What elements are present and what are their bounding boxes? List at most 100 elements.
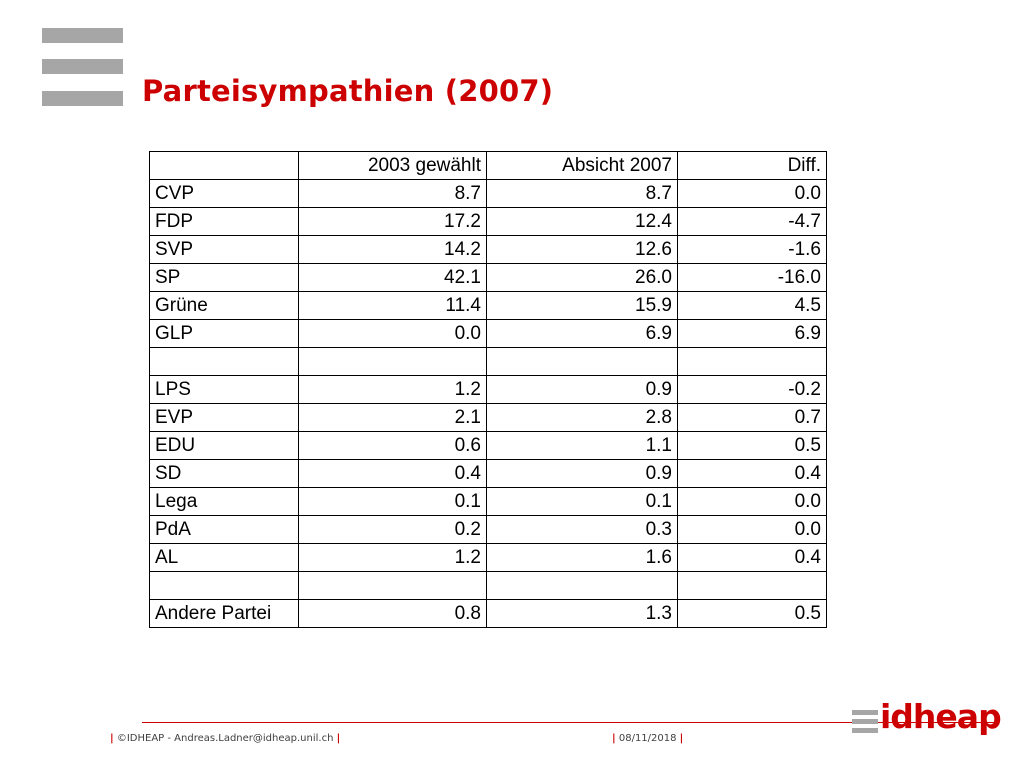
value-cell: 0.4 <box>677 543 827 572</box>
party-name-cell: Grüne <box>149 291 299 320</box>
table-body: 2003 gewählt Absicht 2007 Diff. CVP 8.7 8.7 0.… <box>149 151 827 628</box>
party-name-cell: SVP <box>149 235 299 264</box>
value-cell: 6.9 <box>677 319 827 348</box>
value-cell: 1.3 <box>486 599 678 628</box>
party-name-cell: GLP <box>149 319 299 348</box>
value-cell: -0.2 <box>677 375 827 404</box>
footer-copyright: | ©IDHEAP - Andreas.Ladner@idheap.unil.c… <box>110 733 340 744</box>
party-name-cell: LPS <box>149 375 299 404</box>
value-cell: 0.9 <box>486 375 678 404</box>
party-name-cell: PdA <box>149 515 299 544</box>
footer-pipe: | <box>110 733 114 744</box>
decor-bar <box>42 28 123 43</box>
table-header-cell <box>149 151 299 180</box>
decor-bar <box>42 59 123 74</box>
table-row: CVP 8.7 8.7 0.0 <box>149 179 827 208</box>
value-cell: 12.6 <box>486 235 678 264</box>
value-cell: 0.2 <box>298 515 487 544</box>
party-name-cell: Andere Partei <box>149 599 299 628</box>
value-cell: 0.4 <box>298 459 487 488</box>
party-name-cell: Lega <box>149 487 299 516</box>
table-row: EDU 0.6 1.1 0.5 <box>149 431 827 460</box>
table-row: AL 1.2 1.6 0.4 <box>149 543 827 572</box>
footer-divider <box>142 722 997 723</box>
footer-copyright-text: ©IDHEAP - Andreas.Ladner@idheap.unil.ch <box>116 733 334 744</box>
value-cell: 42.1 <box>298 263 487 292</box>
table-header-row: 2003 gewählt Absicht 2007 Diff. <box>149 151 827 180</box>
footer-pipe: | <box>336 733 341 744</box>
value-cell: 0.5 <box>677 599 827 628</box>
party-name-cell: EVP <box>149 403 299 432</box>
value-cell: -1.6 <box>677 235 827 264</box>
value-cell <box>298 347 487 376</box>
party-name-cell: AL <box>149 543 299 572</box>
logo-text: idheap <box>880 697 1002 736</box>
logo-lines-icon <box>852 710 878 734</box>
footer-date-text: 08/11/2018 <box>618 733 677 744</box>
value-cell: 8.7 <box>486 179 678 208</box>
value-cell: 2.1 <box>298 403 487 432</box>
table-header-cell: Diff. <box>677 151 827 180</box>
value-cell: 0.1 <box>486 487 678 516</box>
table-row: SVP 14.2 12.6 -1.6 <box>149 235 827 264</box>
value-cell <box>677 571 827 600</box>
table-row: Lega 0.1 0.1 0.0 <box>149 487 827 516</box>
value-cell: 11.4 <box>298 291 487 320</box>
value-cell: -4.7 <box>677 207 827 236</box>
value-cell <box>486 347 678 376</box>
value-cell: 0.1 <box>298 487 487 516</box>
table-row: Andere Partei 0.8 1.3 0.5 <box>149 599 827 628</box>
table-row: LPS 1.2 0.9 -0.2 <box>149 375 827 404</box>
value-cell: 0.0 <box>298 319 487 348</box>
value-cell: 8.7 <box>298 179 487 208</box>
value-cell: 1.6 <box>486 543 678 572</box>
value-cell: 15.9 <box>486 291 678 320</box>
value-cell: -16.0 <box>677 263 827 292</box>
idheap-logo: idheap <box>852 697 1002 746</box>
table-row: EVP 2.1 2.8 0.7 <box>149 403 827 432</box>
table-row: Grüne 11.4 15.9 4.5 <box>149 291 827 320</box>
value-cell: 0.5 <box>677 431 827 460</box>
party-name-cell: SD <box>149 459 299 488</box>
value-cell <box>486 571 678 600</box>
value-cell: 0.9 <box>486 459 678 488</box>
value-cell: 0.4 <box>677 459 827 488</box>
value-cell: 0.0 <box>677 515 827 544</box>
menu-bars-decoration <box>42 28 123 106</box>
footer-date: | 08/11/2018 | <box>612 733 683 744</box>
party-name-cell: FDP <box>149 207 299 236</box>
table-header-cell: 2003 gewählt <box>298 151 487 180</box>
decor-bar <box>42 91 123 106</box>
value-cell: 1.1 <box>486 431 678 460</box>
table-row: SP 42.1 26.0 -16.0 <box>149 263 827 292</box>
party-name-cell: CVP <box>149 179 299 208</box>
table-row: PdA 0.2 0.3 0.0 <box>149 515 827 544</box>
table-row: SD 0.4 0.9 0.4 <box>149 459 827 488</box>
value-cell: 17.2 <box>298 207 487 236</box>
value-cell: 0.7 <box>677 403 827 432</box>
slide-title: Parteisympathien (2007) <box>142 74 554 108</box>
value-cell: 2.8 <box>486 403 678 432</box>
table-row <box>149 571 827 600</box>
footer-pipe: | <box>679 733 684 744</box>
value-cell: 0.0 <box>677 179 827 208</box>
party-name-cell: SP <box>149 263 299 292</box>
value-cell: 26.0 <box>486 263 678 292</box>
value-cell: 1.2 <box>298 543 487 572</box>
value-cell <box>298 571 487 600</box>
value-cell: 4.5 <box>677 291 827 320</box>
table-row: GLP 0.0 6.9 6.9 <box>149 319 827 348</box>
value-cell: 14.2 <box>298 235 487 264</box>
value-cell <box>677 347 827 376</box>
footer-pipe: | <box>612 733 616 744</box>
value-cell: 0.3 <box>486 515 678 544</box>
table-row: FDP 17.2 12.4 -4.7 <box>149 207 827 236</box>
value-cell: 6.9 <box>486 319 678 348</box>
party-name-cell <box>149 347 299 376</box>
table-header-cell: Absicht 2007 <box>486 151 678 180</box>
value-cell: 0.0 <box>677 487 827 516</box>
table-row <box>149 347 827 376</box>
value-cell: 0.8 <box>298 599 487 628</box>
value-cell: 12.4 <box>486 207 678 236</box>
